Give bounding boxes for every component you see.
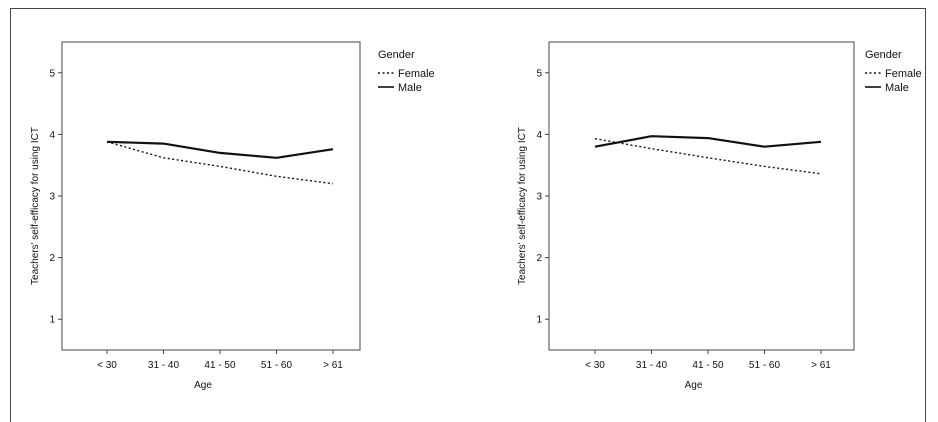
plot-area-border	[61, 41, 361, 351]
x-tick-label: < 30	[585, 360, 605, 371]
x-tick-label: 41 - 50	[204, 360, 236, 371]
y-axis-title: Teachers' self-efficacy for using ICT	[30, 127, 41, 285]
x-tick-label: > 61	[323, 360, 343, 371]
x-tick-label: 51 - 60	[749, 360, 781, 371]
series-line-female	[106, 141, 334, 185]
y-tick-label: 4	[536, 130, 542, 141]
series-line-female	[594, 138, 822, 175]
legend-label-female: Female	[398, 68, 435, 80]
chart-panel-1: 1 2 3 4 5 < 30 31 - 40 41 - 50 51 - 60 > 61 Age Tea…	[30, 41, 435, 391]
series-line-male	[594, 135, 822, 148]
legend-title: Gender	[865, 49, 902, 61]
y-tick-label: 3	[536, 192, 542, 203]
x-tick-label: 31 - 40	[636, 360, 668, 371]
legend-label-male: Male	[885, 82, 909, 94]
y-tick-label: 5	[49, 68, 55, 79]
x-axis-title: Age	[685, 380, 703, 391]
y-tick-label: 3	[49, 192, 55, 203]
x-tick-label: < 30	[97, 360, 117, 371]
legend-label-female: Female	[885, 68, 922, 80]
y-tick-label: 1	[49, 315, 55, 326]
plot-area-border	[548, 41, 855, 351]
y-tick-label: 1	[536, 315, 542, 326]
chart-panel-2: 1 2 3 4 5 < 30 31 - 40 41 - 50 51 - 60 > 61 Age Tea…	[517, 41, 922, 391]
y-tick-label: 2	[49, 253, 55, 264]
x-tick-label: 51 - 60	[261, 360, 293, 371]
x-tick-label: 31 - 40	[148, 360, 180, 371]
y-tick-label: 5	[536, 68, 542, 79]
legend-title: Gender	[378, 49, 415, 61]
y-axis-title: Teachers' self-efficacy for using ICT	[517, 127, 528, 285]
x-tick-label: 41 - 50	[692, 360, 724, 371]
x-axis-title: Age	[194, 380, 212, 391]
y-tick-label: 4	[49, 130, 55, 141]
y-tick-label: 2	[536, 253, 542, 264]
series-line-male	[106, 140, 334, 159]
figure-frame	[10, 8, 926, 422]
legend-label-male: Male	[398, 82, 422, 94]
x-tick-label: > 61	[811, 360, 831, 371]
